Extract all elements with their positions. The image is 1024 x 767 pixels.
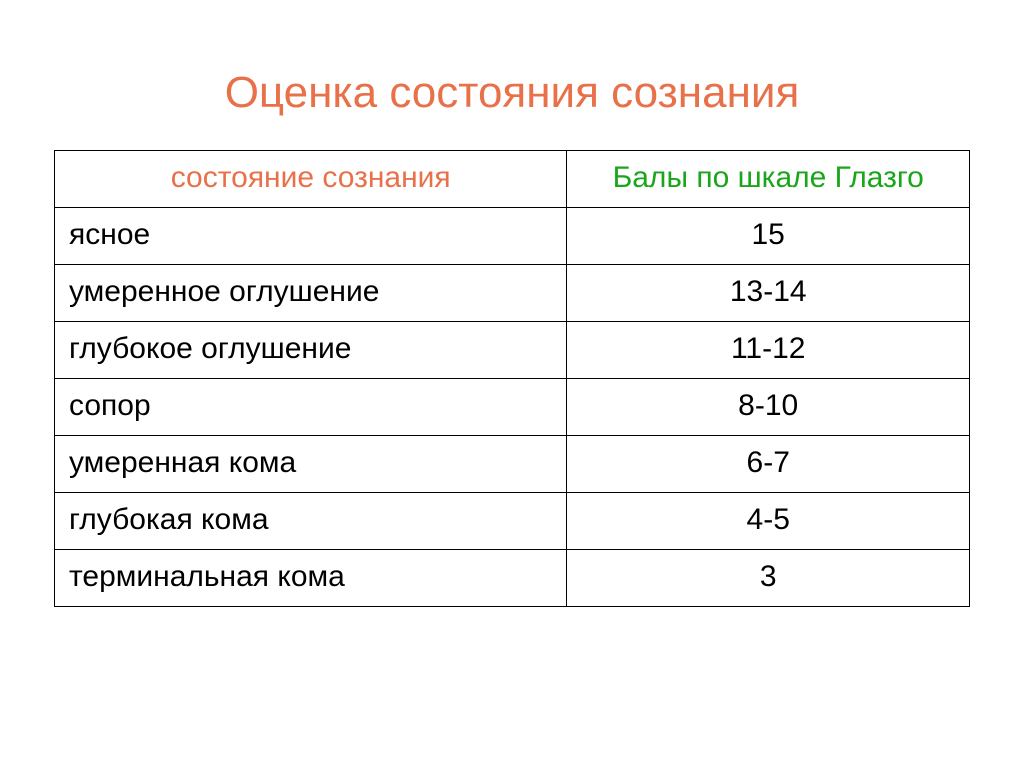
table-row: терминальная кома 3 (55, 550, 970, 607)
table-row: умеренная кома 6-7 (55, 436, 970, 493)
cell-score: 3 (567, 550, 970, 607)
cell-score: 6-7 (567, 436, 970, 493)
table-row: глубокая кома 4-5 (55, 493, 970, 550)
column-header-score: Балы по шкале Глазго (567, 151, 970, 208)
consciousness-table: состояние сознания Балы по шкале Глазго … (54, 150, 970, 607)
cell-score: 11-12 (567, 322, 970, 379)
cell-state: умеренная кома (55, 436, 567, 493)
cell-state: терминальная кома (55, 550, 567, 607)
page-title: Оценка состояния сознания (54, 68, 970, 118)
cell-state: глубокая кома (55, 493, 567, 550)
cell-score: 15 (567, 208, 970, 265)
cell-state: сопор (55, 379, 567, 436)
cell-state: умеренное оглушение (55, 265, 567, 322)
table-row: ясное 15 (55, 208, 970, 265)
table-row: умеренное оглушение 13-14 (55, 265, 970, 322)
cell-score: 13-14 (567, 265, 970, 322)
cell-state: глубокое оглушение (55, 322, 567, 379)
table-header-row: состояние сознания Балы по шкале Глазго (55, 151, 970, 208)
column-header-state: состояние сознания (55, 151, 567, 208)
table-row: сопор 8-10 (55, 379, 970, 436)
cell-state: ясное (55, 208, 567, 265)
table-row: глубокое оглушение 11-12 (55, 322, 970, 379)
cell-score: 8-10 (567, 379, 970, 436)
cell-score: 4-5 (567, 493, 970, 550)
